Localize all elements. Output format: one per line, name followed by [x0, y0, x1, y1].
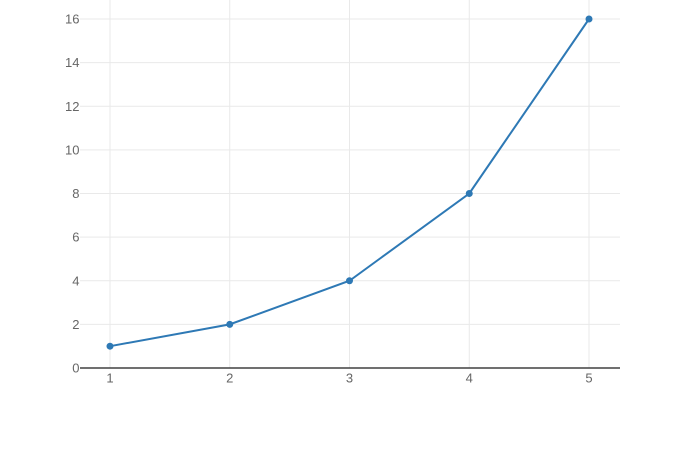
svg-text:5: 5 [585, 370, 592, 385]
svg-text:0: 0 [72, 361, 79, 376]
svg-text:4: 4 [72, 273, 79, 288]
svg-text:10: 10 [65, 142, 79, 157]
svg-text:1: 1 [106, 370, 113, 385]
svg-text:8: 8 [72, 186, 79, 201]
svg-text:2: 2 [72, 317, 79, 332]
svg-text:6: 6 [72, 230, 79, 245]
svg-text:14: 14 [65, 55, 79, 70]
svg-text:4: 4 [466, 370, 473, 385]
svg-text:3: 3 [346, 370, 353, 385]
svg-text:16: 16 [65, 12, 79, 27]
svg-text:2: 2 [226, 370, 233, 385]
svg-text:12: 12 [65, 99, 79, 114]
